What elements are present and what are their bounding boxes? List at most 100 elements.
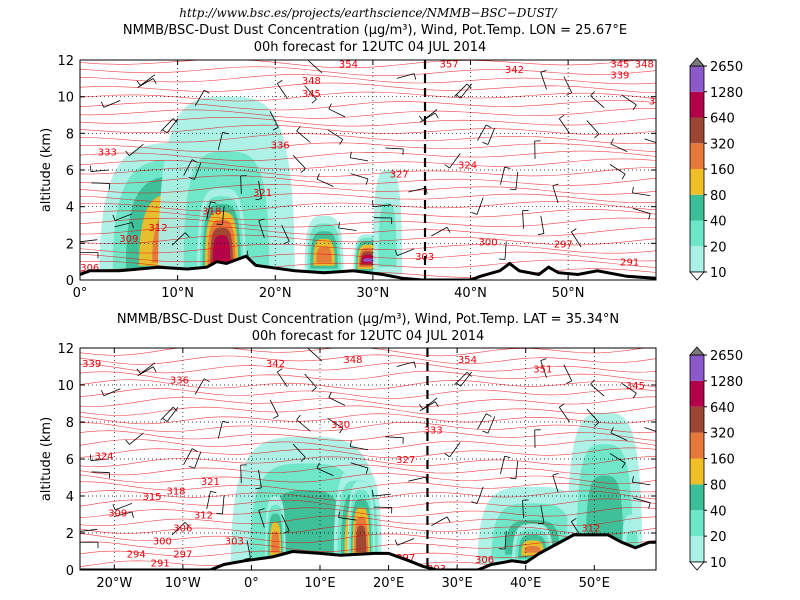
y-tick-label: 10	[57, 91, 74, 106]
terrain-line	[80, 254, 656, 280]
isentrope-line	[80, 362, 656, 374]
theta-label: 309	[108, 509, 127, 520]
wind-barb	[350, 157, 369, 162]
theta-label: 336	[271, 140, 290, 151]
colorbar-tick-label: 640	[710, 401, 735, 416]
wind-barb-flag	[485, 124, 492, 129]
wind-barb-flag	[277, 368, 283, 373]
wind-barb-flag	[191, 159, 198, 163]
wind-barb-flag	[79, 236, 80, 242]
theta-label: 327	[396, 455, 415, 466]
wind-barb-flag	[203, 378, 210, 383]
wind-barb	[632, 481, 651, 486]
colorbar-swatch	[690, 194, 704, 221]
colorbar-swatch	[690, 510, 704, 537]
colorbar-tick-label: 160	[710, 453, 735, 468]
wind-barb	[292, 443, 306, 458]
wind-barb-flag	[89, 165, 92, 172]
y-tick-label: 10	[57, 379, 74, 394]
isentrope-line	[80, 447, 656, 459]
wind-barb	[515, 171, 519, 190]
colorbar-tick-label: 1280	[710, 86, 743, 101]
wind-barb-flag	[559, 403, 565, 408]
wind-barb	[460, 83, 472, 99]
wind-barb	[222, 495, 225, 514]
wind-barb	[431, 226, 448, 237]
wind-barb	[609, 164, 626, 175]
x-tick-label: 10°N	[161, 286, 194, 301]
wind-barb-flag	[296, 414, 301, 420]
wind-barb-flag	[365, 178, 369, 185]
theta-label: 297	[554, 239, 573, 250]
theta-label: 306	[475, 555, 494, 566]
wind-barb	[258, 470, 262, 488]
wind-barb-flag	[504, 455, 511, 459]
wind-barb	[171, 522, 186, 536]
y-tick-label: 2	[66, 237, 74, 252]
wind-barb	[396, 361, 415, 367]
colorbar-tick-label: 20	[710, 240, 727, 255]
wind-barb-flag	[552, 472, 559, 476]
wind-barb-flag	[466, 371, 472, 377]
wind-barb-flag	[328, 391, 332, 398]
wind-barb	[276, 83, 288, 99]
theta-label: 306	[80, 263, 99, 274]
colorbar-swatch	[690, 536, 704, 562]
colorbar-tick-label: 10	[710, 266, 727, 281]
colorbar-tick-label: 320	[710, 427, 735, 442]
isentrope-line	[80, 175, 656, 186]
wind-barb-flag	[394, 249, 398, 256]
wind-barb-flag	[296, 126, 301, 132]
wind-barb-flag	[610, 138, 614, 145]
isentrope-line	[80, 421, 656, 433]
isentrope-line	[80, 507, 656, 518]
wind-barb	[327, 417, 343, 429]
wind-barb	[183, 448, 193, 465]
wind-barb	[91, 471, 110, 473]
wind-barb	[540, 360, 547, 378]
wind-barb-flag	[434, 401, 439, 407]
wind-barb	[258, 510, 265, 528]
x-tick-label: 10°E	[304, 576, 335, 591]
isentrope-line	[80, 100, 656, 111]
colorbar-extend-max	[689, 346, 705, 356]
x-tick-label: 0°	[73, 286, 88, 301]
wind-barb	[610, 432, 628, 441]
colorbar-swatch	[690, 380, 704, 407]
isentrope-line	[80, 158, 656, 170]
colorbar-swatch	[690, 117, 704, 144]
isentrope-line	[80, 533, 656, 544]
isentrope-line	[80, 133, 656, 145]
wind-barb-flag	[222, 420, 229, 424]
isentrope-line	[80, 201, 656, 212]
wind-barb-flag	[660, 144, 662, 150]
wind-barb-flag	[455, 94, 461, 99]
colorbar-tick-label: 40	[710, 504, 727, 519]
wind-barb	[552, 185, 559, 204]
colorbar-extend-max	[689, 57, 705, 67]
chart1-plot-area: 3063093123333183213363453483543273033573…	[57, 54, 662, 301]
wind-barb-flag	[311, 98, 317, 104]
wind-barb	[350, 173, 369, 180]
wind-barb-flag	[444, 453, 450, 458]
wind-barb	[217, 421, 223, 439]
wind-barb	[114, 503, 132, 511]
wind-barb-flag	[79, 526, 80, 532]
wind-barb-flag	[222, 131, 229, 135]
wind-barb-flag	[339, 427, 344, 434]
wind-barb	[281, 224, 290, 242]
theta-label: 330	[331, 420, 350, 431]
chart2-ylabel: altitude (km)	[39, 417, 54, 501]
wind-barb-flag	[648, 502, 651, 509]
theta-label: 318	[202, 206, 221, 217]
wind-barb	[590, 383, 605, 397]
wind-barb-flag	[590, 91, 595, 97]
wind-barb-flag	[540, 69, 547, 73]
colorbar-tick-label: 640	[710, 112, 735, 127]
theta-label: 348	[635, 60, 654, 71]
isentrope-line	[80, 167, 656, 177]
wind-barb	[194, 90, 205, 107]
wind-barb	[269, 111, 279, 128]
wind-barb	[644, 138, 656, 143]
wind-barb	[449, 442, 461, 458]
